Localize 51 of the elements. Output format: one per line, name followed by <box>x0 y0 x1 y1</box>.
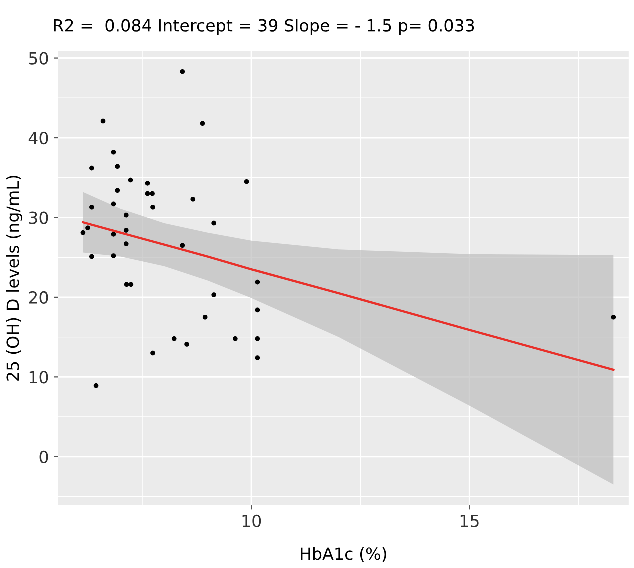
point <box>124 242 129 246</box>
y-tick-label: 10 <box>30 371 48 384</box>
point <box>111 254 116 258</box>
point <box>255 280 260 285</box>
line-series <box>82 221 615 372</box>
point <box>111 232 116 237</box>
point <box>128 282 134 288</box>
point <box>150 350 156 356</box>
point <box>115 188 120 194</box>
point <box>150 204 156 210</box>
point <box>180 243 186 248</box>
point <box>180 69 186 74</box>
y-tick-label: 40 <box>28 132 48 145</box>
point <box>90 166 94 171</box>
x-tick-label: 15 <box>460 515 479 528</box>
point <box>255 308 260 313</box>
point <box>150 191 155 196</box>
point <box>80 230 86 236</box>
y-axis-title: 25 (OH) D levels (ng/mL) <box>6 176 23 381</box>
point <box>212 292 216 298</box>
y-tick-label: 50 <box>29 52 48 65</box>
point <box>111 202 116 207</box>
point <box>100 118 106 124</box>
point <box>90 204 94 210</box>
point <box>611 314 616 320</box>
point <box>244 179 250 184</box>
point <box>190 196 196 202</box>
y-tick-label: 20 <box>29 291 48 304</box>
point <box>128 178 134 183</box>
point <box>124 212 129 218</box>
point <box>202 314 208 320</box>
point <box>233 336 238 342</box>
point <box>184 342 190 347</box>
point <box>94 384 99 388</box>
point <box>255 356 260 360</box>
point <box>124 282 130 288</box>
x-axis-title: HbA1c (%) <box>301 547 386 562</box>
point <box>115 164 120 170</box>
y-tick-label: 0 <box>40 450 48 464</box>
y-tick-label: 30 <box>29 212 48 224</box>
point <box>172 336 177 342</box>
point <box>90 254 94 260</box>
point <box>124 228 129 233</box>
point <box>111 150 116 155</box>
point <box>200 121 206 126</box>
point <box>212 220 216 226</box>
chart-title: R2 = 0.084 Intercept = 39 Slope = - 1.5 p= 0.033 <box>54 19 474 36</box>
point <box>255 336 260 342</box>
point <box>145 191 150 196</box>
point <box>145 181 150 186</box>
point <box>86 226 90 231</box>
